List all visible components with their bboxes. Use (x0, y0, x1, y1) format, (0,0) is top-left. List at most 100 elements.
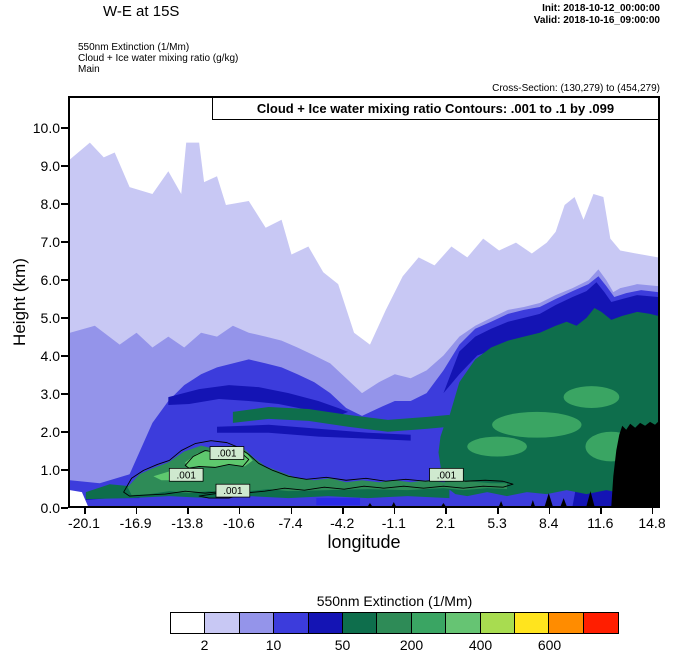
y-tick-label: 4.0 (40, 348, 60, 364)
x-tick-label: -13.8 (171, 515, 204, 531)
terrain-spike-6 (391, 502, 396, 506)
colorbar-swatch (308, 613, 343, 633)
x-tick-label: -1.1 (381, 515, 406, 531)
x-tick-label: 8.4 (538, 515, 559, 531)
y-tick-mark (61, 507, 68, 509)
colorbar-tick-label: 10 (265, 637, 282, 653)
x-tick-mark (84, 508, 86, 514)
y-tick-mark (61, 393, 68, 395)
fill-region-lightgreen-1 (492, 411, 582, 438)
colorbar-swatch (583, 613, 619, 633)
colorbar-swatch (480, 613, 515, 633)
x-tick-mark (497, 508, 499, 514)
terrain-spike-8 (367, 503, 372, 506)
y-tick-mark (61, 279, 68, 281)
y-tick-label: 1.0 (40, 462, 60, 478)
contour-label-text: .001 (177, 470, 197, 481)
colorbar-title: 550nm Extinction (1/Mm) (316, 593, 473, 609)
contour-label-c: .001 (215, 483, 251, 498)
contour-label-text: .001 (217, 448, 237, 459)
x-tick-mark (600, 508, 602, 514)
x-tick-mark (238, 508, 241, 514)
colorbar-swatches (170, 612, 619, 634)
x-tick-mark (548, 508, 551, 514)
contour-label-b: .001 (168, 467, 204, 482)
colorbar-ticks: 2 10 50 200 400 600 (170, 637, 619, 655)
init-time: Init: 2018-10-12_00:00:00 (542, 3, 660, 14)
terrain-spike-3 (586, 491, 595, 506)
terrain-spike-5 (499, 501, 504, 506)
colorbar-swatch (446, 613, 481, 633)
contour-label-d: .001 (429, 467, 464, 482)
colorbar-tick-label: 2 (200, 637, 209, 653)
terrain-spike-7 (441, 503, 446, 506)
y-tick-label: 9.0 (40, 158, 60, 174)
y-tick-mark (61, 203, 68, 205)
y-tick-mark (61, 165, 68, 167)
x-tick-label: -20.1 (68, 515, 100, 531)
fill-region-navy-streak1 (168, 385, 349, 416)
x-tick-label: 14.8 (638, 515, 666, 531)
y-tick-label: 8.0 (40, 196, 60, 212)
field-subtitles: 550nm Extinction (1/Mm) Cloud + Ice wate… (78, 42, 238, 75)
y-tick-label: 5.0 (40, 310, 60, 326)
colorbar-tick-label: 400 (468, 637, 493, 653)
contour-label-box (215, 483, 251, 498)
contour-line-outer (123, 440, 514, 497)
terrain-mask (611, 421, 658, 506)
subtitle-extinction: 550nm Extinction (1/Mm) (78, 42, 190, 53)
y-tick-label: 2.0 (40, 424, 60, 440)
contour-info-banner: Cloud + Ice water mixing ratio Contours:… (212, 98, 658, 120)
contour-plot-svg: .001 .001 .001 .001 (70, 98, 658, 506)
colorbar-tick-label: 600 (537, 637, 562, 653)
fill-region-navy-streak2 (217, 424, 411, 441)
contour-label-a: .001 (209, 446, 245, 460)
terrain-spike-2 (560, 498, 567, 506)
y-tick-mark (61, 127, 68, 129)
fill-region-lightgreen-2 (563, 386, 620, 408)
subtitle-domain: Main (78, 64, 100, 75)
colorbar-swatch (274, 613, 309, 633)
y-tick-mark (61, 355, 68, 357)
x-tick-mark (445, 508, 447, 514)
valid-time: Valid: 2018-10-16_09:00:00 (533, 15, 660, 26)
x-tick-mark (393, 508, 396, 514)
x-tick-mark (342, 508, 344, 514)
terrain-spike-4 (530, 500, 535, 506)
subtitle-mixing-ratio: Cloud + Ice water mixing ratio (g/kg) (78, 53, 239, 64)
contour-label-text: .001 (437, 470, 457, 481)
y-tick-mark (61, 241, 68, 243)
fill-region-white-corner (70, 490, 88, 506)
x-tick-mark (135, 508, 138, 514)
colorbar-swatch (205, 613, 240, 633)
fill-region-teal-midband (232, 406, 450, 432)
contour-label-box (429, 467, 464, 482)
y-tick-label: 0.0 (40, 500, 60, 516)
colorbar-tick-label: 50 (334, 637, 351, 653)
terrain-spike-1 (544, 493, 553, 506)
contour-label-box (168, 467, 204, 482)
colorbar-swatch (514, 613, 550, 633)
y-tick-label: 7.0 (40, 234, 60, 250)
contour-label-box (209, 446, 245, 460)
fill-region-lightgreen-4 (467, 436, 527, 457)
y-tick-mark (61, 431, 68, 433)
x-tick-label: -16.9 (119, 515, 152, 531)
y-tick-mark (61, 317, 68, 319)
colorbar-swatch (171, 613, 206, 633)
y-tick-label: 3.0 (40, 386, 60, 402)
colorbar-swatch (377, 613, 412, 633)
x-tick-label: 11.6 (587, 515, 614, 531)
colorbar-swatch (411, 613, 447, 633)
plot-area: .001 .001 .001 .001 Cloud + Ice water mi… (68, 96, 660, 508)
x-tick-label: -4.2 (330, 515, 355, 531)
x-tick-label: 2.1 (435, 515, 456, 531)
page-title: W-E at 15S (103, 3, 180, 20)
cross-section-label: Cross-Section: (130,279) to (454,279) (492, 83, 660, 94)
y-tick-label: 10.0 (32, 120, 60, 136)
x-tick-mark (651, 508, 654, 514)
x-tick-mark (187, 508, 189, 514)
colorbar-tick-label: 200 (399, 637, 424, 653)
y-tick-label: 6.0 (40, 272, 60, 288)
